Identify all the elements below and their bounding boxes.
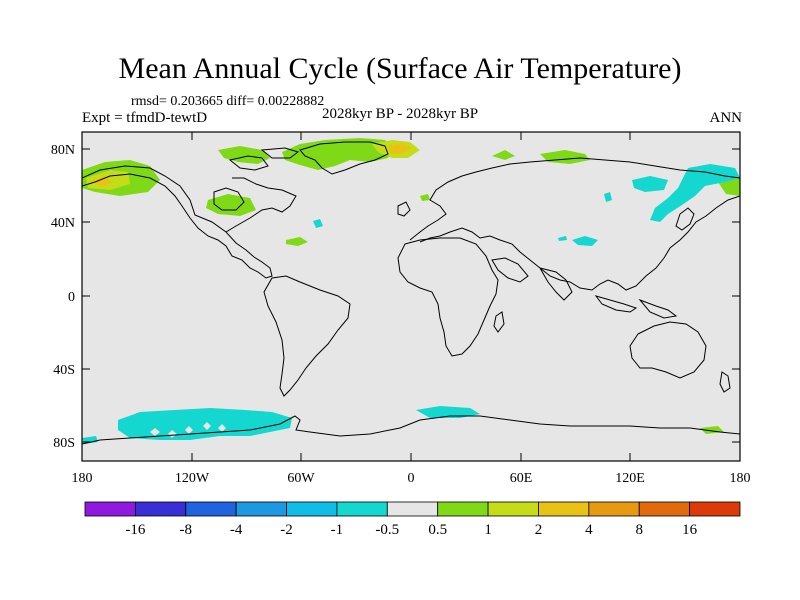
season-label: ANN [709,110,743,126]
anomaly-atlantic [286,237,308,246]
colorbar-swatch-10 [588,501,640,517]
colorbar: -16 -8 -4 -2 -1 -0.5 0.5 1 2 4 8 16 [84,501,741,538]
anomaly-greenland-positive [282,138,395,170]
lat-label-80n: 80N [51,143,75,158]
coastlines [82,141,740,445]
colorbar-label-4: -1 [331,522,344,538]
map-background [82,132,740,461]
colorbar-swatch-9 [538,501,590,517]
colorbar-label-10: 8 [635,522,643,538]
colorbar-swatch-8 [487,501,539,517]
colorbar-label-1: -8 [180,522,193,538]
colorbar-swatch-12 [689,501,741,517]
colorbar-swatch-3 [235,501,287,517]
antarctic-gaps [150,422,226,438]
lon-label-0: 0 [408,471,415,486]
plot-title: Mean Annual Cycle (Surface Air Temperatu… [118,52,682,85]
colorbar-swatch-2 [185,501,237,517]
lat-label-40s: 40S [53,363,75,378]
colorbar-swatch-11 [638,501,691,517]
colorbar-swatch-7 [437,501,489,517]
colorbar-label-7: 1 [484,522,492,538]
colorbar-swatch-1 [134,501,187,517]
anomaly-siberia-negative [632,176,668,192]
lon-label-120e: 120E [615,471,645,486]
anomaly-nw-atlantic-negative [313,219,323,228]
period-label: 2028kyr BP - 2028kyr BP [321,106,479,122]
anomaly-tibet-negative [558,236,598,246]
anomaly-siberia-arctic [492,150,590,164]
colorbar-swatch-5 [336,501,388,517]
colorbar-swatch-6 [386,501,439,517]
colorbar-label-9: 4 [585,522,593,538]
anomaly-shading [82,138,740,445]
colorbar-swatch-0 [84,501,136,517]
colorbar-label-3: -2 [280,522,293,538]
lon-label-60w: 60W [287,471,315,486]
lat-label-0: 0 [68,290,75,305]
colorbar-label-11: 16 [682,522,698,538]
colorbar-swatch-4 [286,501,338,517]
colorbar-label-5: -0.5 [375,522,399,538]
lon-label-120w: 120W [175,471,210,486]
lon-label-180e: 180 [730,471,751,486]
experiment-label: Expt = tfmdD-tewtD [82,110,208,126]
lon-label-180w: 180 [72,471,93,486]
anomaly-alaska-peak [92,176,112,187]
anomaly-east-antarctica [416,406,480,418]
anomaly-central-asia-negative [604,192,612,202]
colorbar-label-2: -4 [230,522,243,538]
anomaly-kamchatka-negative [650,164,740,222]
lat-label-80s: 80S [53,436,75,451]
anomaly-east-siberia [718,178,740,196]
lon-label-60e: 60E [510,471,533,486]
anomaly-greenland-core [388,143,412,154]
colorbar-label-6: 0.5 [428,522,447,538]
longitude-ticks [81,132,741,461]
anomaly-hudson [206,194,256,216]
latitude-ticks [82,148,740,443]
colorbar-label-0: -16 [125,522,145,538]
anomaly-scandinavia [420,194,430,201]
colorbar-label-8: 2 [535,522,543,538]
lat-label-40n: 40N [51,216,75,231]
statistics-text: rmsd= 0.203665 diff= 0.00228882 [131,94,325,109]
